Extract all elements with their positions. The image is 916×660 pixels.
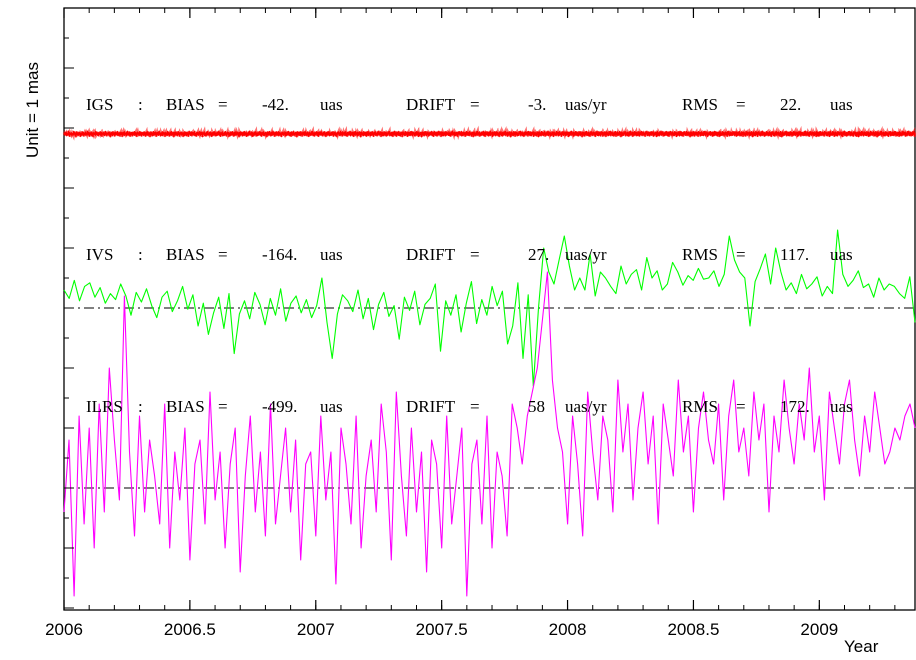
series-label-part: uas/yr bbox=[565, 397, 607, 416]
series-label-part: = bbox=[470, 397, 480, 416]
series-label-part: DRIFT bbox=[406, 95, 456, 114]
series-label-part: 172. bbox=[780, 397, 810, 416]
series-label-part: -42. bbox=[262, 95, 289, 114]
series-label-part: uas bbox=[320, 245, 343, 264]
axis-ticks: 2006 2006.5 2007 2007.5 2008 2008.5 2009 bbox=[45, 7, 896, 639]
series-label-part: ILRS bbox=[86, 397, 123, 416]
series-label-part: : bbox=[138, 397, 143, 416]
series-label-part: 58 bbox=[528, 397, 545, 416]
series-label-part: : bbox=[138, 245, 143, 264]
series-label-part: RMS bbox=[682, 95, 718, 114]
series-label-part: = bbox=[470, 95, 480, 114]
series-lines bbox=[62, 125, 916, 597]
x-tick-label: 2008.5 bbox=[667, 620, 719, 639]
series-label-part: uas bbox=[830, 95, 853, 114]
plot-frame bbox=[63, 7, 916, 611]
series-label-part: IGS bbox=[86, 95, 113, 114]
series-label-part: uas bbox=[830, 397, 853, 416]
x-tick-label: 2008 bbox=[549, 620, 587, 639]
series-labels: IGS: BIAS = -42. uas DRIFT = -3. uas/yr RMS = 22. ua… bbox=[86, 95, 853, 416]
series-label-part: BIAS bbox=[166, 397, 205, 416]
series-label-part: = bbox=[218, 245, 228, 264]
series-label-part: RMS bbox=[682, 397, 718, 416]
series-label-part: BIAS bbox=[166, 95, 205, 114]
series-label-part: uas bbox=[320, 397, 343, 416]
series-label-part: = bbox=[218, 397, 228, 416]
series-label-part: DRIFT bbox=[406, 245, 456, 264]
series-label-part: 117. bbox=[780, 245, 809, 264]
series-label-part: 22. bbox=[780, 95, 801, 114]
series-line bbox=[63, 229, 916, 387]
series-label-part: RMS bbox=[682, 245, 718, 264]
series-label-part: BIAS bbox=[166, 245, 205, 264]
series-label-part: : bbox=[138, 95, 143, 114]
series-label-part: = bbox=[736, 95, 746, 114]
series-label-part: -499. bbox=[262, 397, 297, 416]
x-tick-label: 2009 bbox=[800, 620, 838, 639]
series-label-part: uas/yr bbox=[565, 95, 607, 114]
x-tick-label: 2006.5 bbox=[164, 620, 216, 639]
series-label-part: uas bbox=[320, 95, 343, 114]
series-label-part: 27. bbox=[528, 245, 549, 264]
x-tick-label: 2007 bbox=[297, 620, 335, 639]
series-label-part: = bbox=[470, 245, 480, 264]
xlabel: Year bbox=[844, 637, 879, 656]
series-label-part: = bbox=[736, 245, 746, 264]
series-line-band bbox=[62, 125, 916, 141]
ylabel: Unit = 1 mas bbox=[23, 62, 42, 158]
series-label-part: uas/yr bbox=[565, 245, 607, 264]
series-line bbox=[63, 271, 916, 597]
series-label-part: uas bbox=[830, 245, 853, 264]
x-tick-label: 2006 bbox=[45, 620, 83, 639]
series-label-part: -3. bbox=[528, 95, 546, 114]
series-label-part: DRIFT bbox=[406, 397, 456, 416]
series-label-part: IVS bbox=[86, 245, 113, 264]
series-label-part: = bbox=[736, 397, 746, 416]
series-label-part: = bbox=[218, 95, 228, 114]
series-label-part: -164. bbox=[262, 245, 297, 264]
x-tick-label: 2007.5 bbox=[416, 620, 468, 639]
reference-lines bbox=[64, 133, 915, 489]
